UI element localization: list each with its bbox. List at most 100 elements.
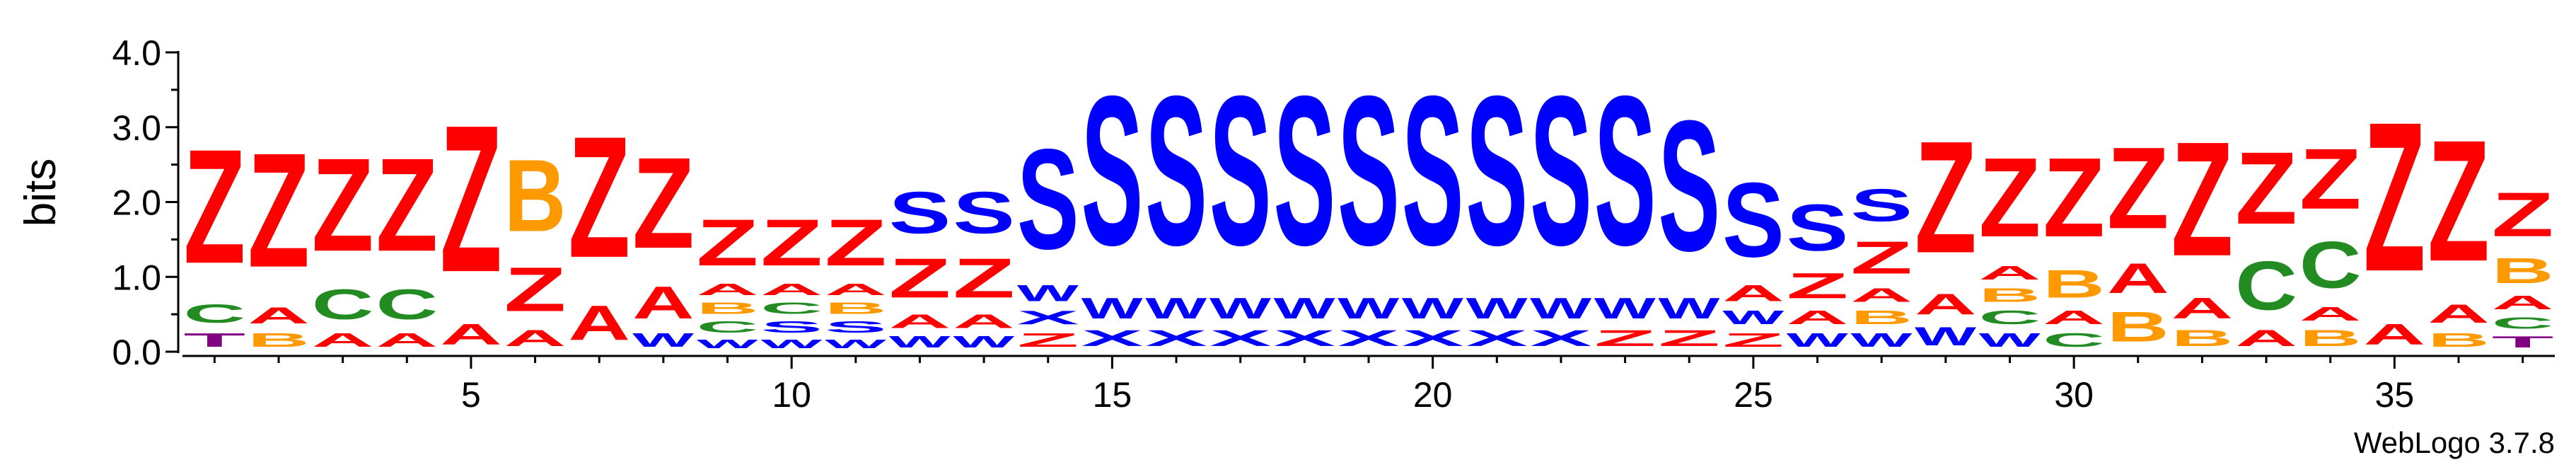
logo-column: XWS	[1338, 52, 1400, 351]
x-axis: 5 10 15 20 25 30 35	[182, 355, 2555, 415]
logo-glyph: A	[2107, 255, 2169, 302]
logo-glyph: C	[376, 281, 438, 328]
y-axis-label: bits	[16, 159, 65, 226]
logo-glyph: W	[1145, 292, 1207, 326]
y-tick-label: 4.0	[112, 33, 161, 73]
logo-glyph: Z	[312, 132, 374, 280]
logo-column: XWS	[1274, 52, 1336, 351]
logo-glyph: C	[1979, 306, 2041, 328]
logo-glyph: W	[1017, 280, 1079, 306]
logo-glyph: W	[953, 333, 1015, 351]
logo-glyph: A	[1722, 281, 1785, 306]
logo-glyph: Z	[376, 132, 438, 280]
logo-glyph: Z	[184, 115, 246, 297]
logo-glyph: B	[2492, 251, 2554, 291]
logo-glyph: A	[2492, 292, 2554, 313]
logo-glyph: W	[1850, 329, 1913, 351]
x-tick-label: 5	[461, 375, 481, 415]
logo-glyph: A	[440, 318, 502, 351]
logo-glyph: Z	[504, 255, 567, 325]
logo-glyph: Z	[825, 205, 887, 280]
logo-glyph: Z	[2043, 135, 2105, 261]
logo-glyph: X	[1466, 326, 1528, 351]
logo-glyph: W	[1787, 329, 1849, 351]
logo-column: XWS	[1530, 52, 1592, 351]
logo-glyph: A	[825, 280, 887, 298]
logo-glyph: S	[1402, 52, 1464, 290]
logo-glyph: S	[1658, 83, 1720, 291]
logo-glyph: A	[2427, 299, 2490, 328]
x-tick-label: 30	[2054, 375, 2094, 415]
logo-glyph: X	[1017, 307, 1079, 329]
y-tick-label: 1.0	[112, 258, 161, 297]
logo-glyph: Z	[2235, 130, 2297, 246]
logo-glyph: X	[1338, 326, 1400, 351]
logo-glyph: A	[2364, 318, 2426, 351]
logo-glyph: W	[1530, 292, 1592, 326]
logo-glyph: Z	[1915, 109, 1977, 287]
logo-glyph: S	[1850, 179, 1913, 231]
logo-column: WAZ	[1915, 109, 1977, 351]
logo-stacks: TCZBAZACZACZAZAZBAZWAZWCBAZWSCAZWSBAZWAZ…	[184, 52, 2554, 351]
logo-glyph: A	[568, 295, 630, 350]
logo-glyph: W	[697, 337, 758, 351]
logo-glyph: A	[1850, 284, 1913, 306]
y-tick-label: 2.0	[112, 183, 161, 223]
logo-column: XWS	[1209, 52, 1272, 351]
logo-glyph: S	[1081, 52, 1144, 290]
logo-glyph: S	[1274, 52, 1336, 290]
logo-glyph: W	[1915, 321, 1977, 350]
logo-glyph: W	[1274, 292, 1336, 326]
logo-glyph: X	[1145, 326, 1207, 351]
logo-glyph: S	[1722, 160, 1785, 279]
logo-glyph: S	[1017, 120, 1079, 280]
logo-glyph: Z	[248, 119, 310, 301]
logo-glyph: C	[2492, 314, 2554, 332]
logo-glyph: A	[376, 329, 438, 351]
logo-glyph: Z	[1594, 326, 1657, 351]
logo-glyph: W	[632, 329, 695, 351]
logo-glyph: B	[825, 299, 887, 317]
logo-glyph: W	[760, 337, 822, 351]
logo-glyph: A	[2299, 303, 2362, 325]
logo-glyph: W	[1594, 292, 1657, 326]
logo-glyph: B	[2299, 326, 2362, 351]
logo-glyph: W	[1081, 292, 1144, 326]
logo-glyph: W	[1466, 292, 1528, 326]
logo-glyph: T	[2492, 333, 2554, 350]
logo-glyph: B	[2107, 303, 2169, 350]
logo-column: ZWS	[1594, 52, 1657, 351]
y-tick-label: 0.0	[112, 333, 161, 372]
logo-glyph: Z	[1850, 231, 1913, 283]
x-tick-label: 10	[772, 375, 811, 415]
logo-glyph: S	[1338, 52, 1400, 290]
logo-glyph: W	[1338, 292, 1400, 326]
logo-column: ACZ	[312, 132, 374, 351]
logo-column: ACZ	[2235, 130, 2297, 351]
logo-column: AZB	[504, 139, 567, 351]
logo-column: AZ	[440, 82, 502, 351]
logo-glyph: Z	[1017, 329, 1079, 351]
logo-glyph: A	[2171, 292, 2234, 325]
logo-glyph: X	[1402, 326, 1464, 351]
logo-glyph: A	[1915, 288, 1977, 321]
logo-glyph: A	[2235, 326, 2297, 351]
logo-column: AZ	[2364, 77, 2426, 351]
logo-glyph: A	[953, 311, 1015, 333]
logo-glyph: Z	[953, 246, 1015, 309]
logo-glyph: C	[184, 299, 246, 328]
logo-glyph: S	[953, 180, 1015, 246]
logo-glyph: A	[889, 311, 951, 333]
y-axis: 0.0 1.0 2.0 3.0 4.0	[112, 33, 180, 372]
logo-column: XWS	[1402, 52, 1464, 351]
logo-glyph: S	[1594, 52, 1657, 290]
